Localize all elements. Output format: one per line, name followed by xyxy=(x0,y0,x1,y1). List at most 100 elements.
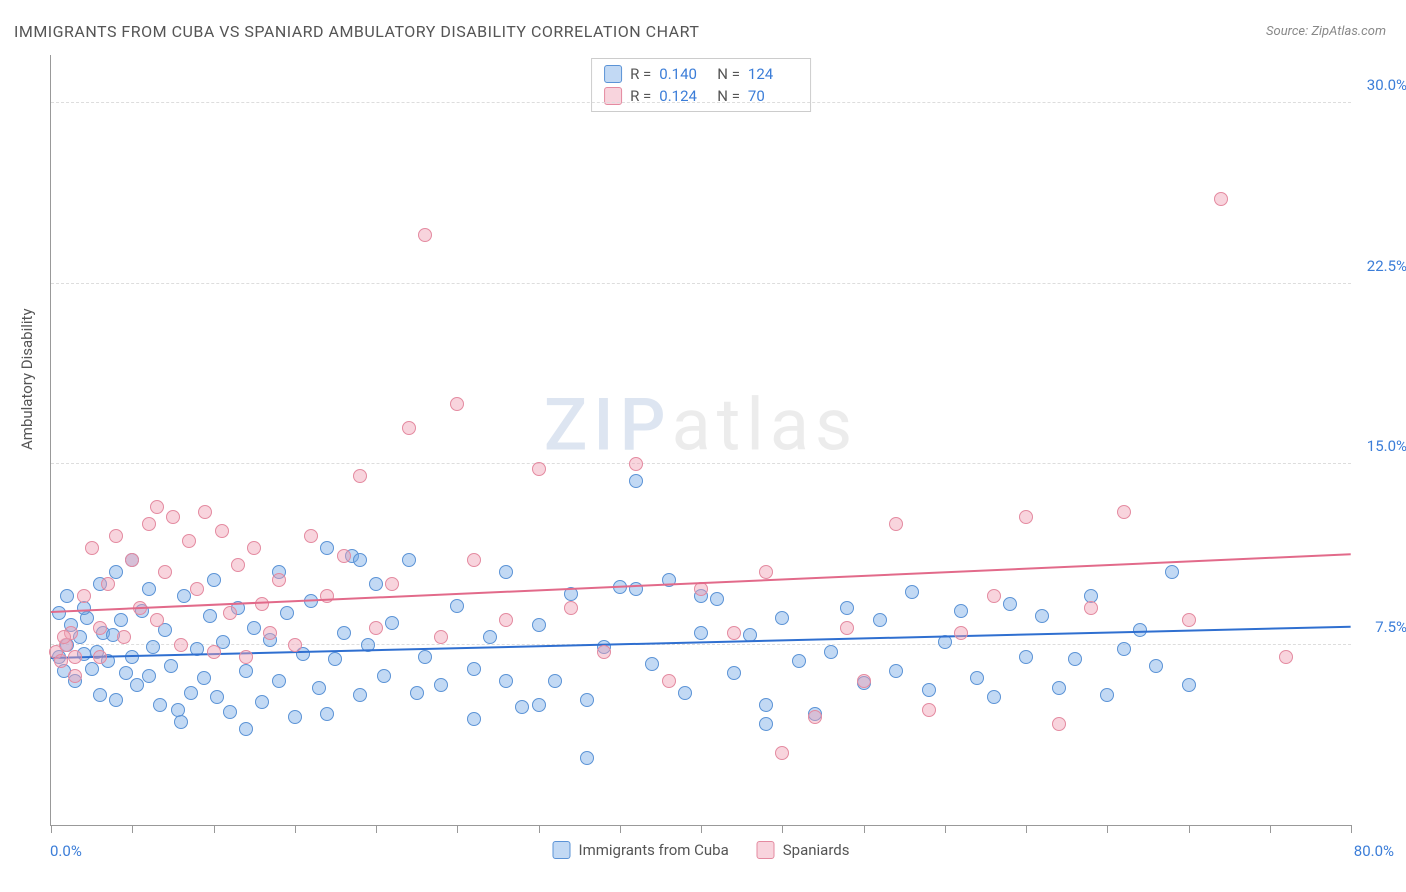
scatter-point xyxy=(1068,652,1082,666)
scatter-point xyxy=(77,589,91,603)
scatter-point xyxy=(184,686,198,700)
scatter-point xyxy=(1182,678,1196,692)
scatter-point xyxy=(153,698,167,712)
scatter-point xyxy=(353,553,367,567)
scatter-point xyxy=(418,228,432,242)
gridline xyxy=(51,463,1351,464)
scatter-point xyxy=(142,517,156,531)
legend-series-label: Spaniards xyxy=(783,841,850,859)
scatter-point xyxy=(190,582,204,596)
legend-r-value: 0.140 xyxy=(659,65,709,83)
scatter-point xyxy=(905,585,919,599)
scatter-point xyxy=(109,529,123,543)
gridline xyxy=(51,283,1351,284)
scatter-point xyxy=(210,690,224,704)
scatter-point xyxy=(808,710,822,724)
scatter-point xyxy=(759,717,773,731)
legend-swatch xyxy=(604,65,622,83)
scatter-point xyxy=(288,638,302,652)
scatter-point xyxy=(922,703,936,717)
scatter-point xyxy=(288,710,302,724)
scatter-point xyxy=(150,613,164,627)
scatter-point xyxy=(207,573,221,587)
scatter-point xyxy=(1100,688,1114,702)
x-tick xyxy=(214,825,215,833)
scatter-point xyxy=(402,553,416,567)
scatter-point xyxy=(146,640,160,654)
x-axis-min-label: 0.0% xyxy=(50,842,82,860)
scatter-point xyxy=(197,671,211,685)
scatter-point xyxy=(970,671,984,685)
scatter-point xyxy=(922,683,936,697)
legend-stats: R = 0.140 N = 124 R = 0.124 N = 70 xyxy=(591,58,811,112)
scatter-point xyxy=(418,650,432,664)
scatter-point xyxy=(125,553,139,567)
scatter-point xyxy=(239,722,253,736)
scatter-point xyxy=(101,577,115,591)
legend-swatch xyxy=(553,841,571,859)
scatter-point xyxy=(678,686,692,700)
scatter-point xyxy=(857,674,871,688)
scatter-point xyxy=(564,601,578,615)
scatter-point xyxy=(532,618,546,632)
gridline xyxy=(51,644,1351,645)
x-tick xyxy=(539,825,540,833)
scatter-point xyxy=(515,700,529,714)
scatter-point xyxy=(85,662,99,676)
scatter-point xyxy=(499,565,513,579)
scatter-point xyxy=(727,626,741,640)
scatter-point xyxy=(114,613,128,627)
scatter-point xyxy=(597,645,611,659)
gridline xyxy=(51,102,1351,103)
legend-series-item: Immigrants from Cuba xyxy=(553,841,729,859)
scatter-point xyxy=(223,705,237,719)
scatter-point xyxy=(662,674,676,688)
scatter-point xyxy=(142,669,156,683)
scatter-point xyxy=(272,573,286,587)
scatter-point xyxy=(93,688,107,702)
scatter-point xyxy=(954,626,968,640)
legend-series-label: Immigrants from Cuba xyxy=(579,841,729,859)
scatter-point xyxy=(954,604,968,618)
y-tick-label: 22.5% xyxy=(1367,257,1406,275)
scatter-point xyxy=(164,659,178,673)
scatter-point xyxy=(467,712,481,726)
scatter-point xyxy=(117,630,131,644)
scatter-point xyxy=(499,674,513,688)
scatter-point xyxy=(320,707,334,721)
scatter-point xyxy=(54,654,68,668)
scatter-point xyxy=(580,751,594,765)
scatter-point xyxy=(629,457,643,471)
scatter-point xyxy=(60,589,74,603)
scatter-point xyxy=(434,678,448,692)
scatter-point xyxy=(203,609,217,623)
scatter-point xyxy=(645,657,659,671)
scatter-point xyxy=(215,524,229,538)
scatter-point xyxy=(247,541,261,555)
scatter-point xyxy=(174,715,188,729)
scatter-point xyxy=(247,621,261,635)
legend-stats-row: R = 0.140 N = 124 xyxy=(604,63,798,85)
scatter-point xyxy=(889,517,903,531)
scatter-point xyxy=(548,674,562,688)
x-tick xyxy=(132,825,133,833)
x-axis-max-label: 80.0% xyxy=(1354,842,1394,860)
scatter-point xyxy=(328,652,342,666)
scatter-point xyxy=(1279,650,1293,664)
scatter-point xyxy=(280,606,294,620)
scatter-point xyxy=(1084,601,1098,615)
watermark-zip: ZIP xyxy=(544,382,672,467)
scatter-point xyxy=(1019,510,1033,524)
scatter-point xyxy=(385,616,399,630)
scatter-point xyxy=(312,681,326,695)
scatter-point xyxy=(499,613,513,627)
y-tick-label: 15.0% xyxy=(1367,437,1406,455)
scatter-point xyxy=(710,592,724,606)
x-tick xyxy=(1270,825,1271,833)
scatter-point xyxy=(987,589,1001,603)
legend-stats-row: R = 0.124 N = 70 xyxy=(604,85,798,107)
scatter-point xyxy=(532,698,546,712)
scatter-point xyxy=(1019,650,1033,664)
y-tick-label: 7.5% xyxy=(1375,618,1406,636)
x-tick xyxy=(1107,825,1108,833)
